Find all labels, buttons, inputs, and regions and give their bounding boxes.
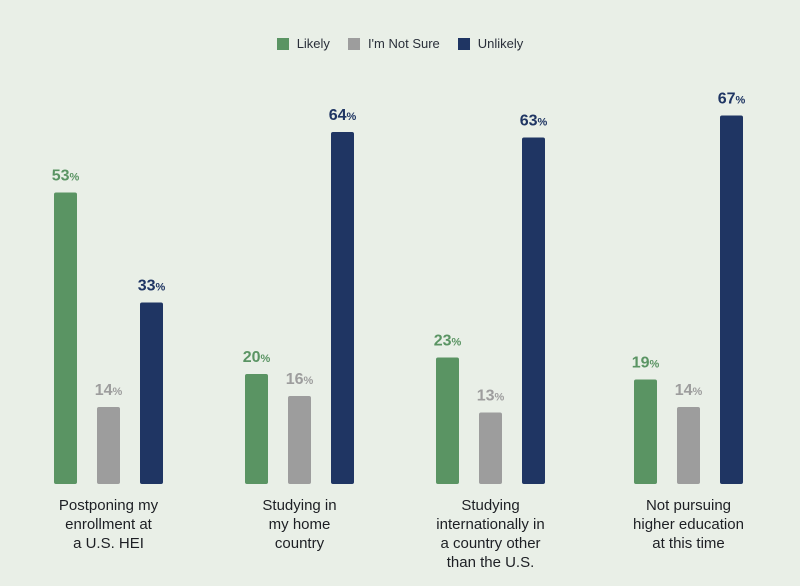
category-label-line: Postponing my bbox=[58, 497, 159, 514]
bar-unlikely-1 bbox=[140, 302, 163, 484]
legend-item-not-sure: I'm Not Sure bbox=[347, 36, 440, 51]
value-label-not-sure-4: 14% bbox=[675, 382, 703, 399]
value-label-unlikely-3: 63% bbox=[520, 113, 548, 130]
category-label-line: than the U.S. bbox=[446, 554, 535, 571]
bar-unlikely-4 bbox=[720, 115, 743, 484]
value-label-not-sure-1: 14% bbox=[95, 382, 123, 399]
value-label-unlikely-4: 67% bbox=[718, 91, 746, 108]
bar-not-sure-2 bbox=[288, 396, 311, 484]
legend-swatch-unlikely bbox=[457, 37, 470, 50]
value-label-unlikely-1: 33% bbox=[138, 278, 166, 295]
category-label-line: a country other bbox=[440, 535, 541, 552]
legend-item-unlikely: Unlikely bbox=[457, 36, 524, 51]
bar-likely-2 bbox=[245, 374, 268, 484]
bar-unlikely-3 bbox=[522, 137, 545, 484]
category-label-line: higher education bbox=[633, 516, 744, 533]
category-label-2: Studying in my home country bbox=[215, 496, 385, 553]
category-label-line: enrollment at bbox=[65, 516, 152, 533]
category-label-line: country bbox=[274, 535, 325, 552]
category-label-line: Not pursuing bbox=[645, 497, 732, 514]
legend-label-likely: Likely bbox=[296, 36, 330, 51]
value-label-likely-2: 20% bbox=[243, 349, 271, 366]
bar-likely-3 bbox=[436, 357, 459, 484]
category-label-line: Studying bbox=[461, 497, 520, 514]
legend-item-likely: Likely bbox=[276, 36, 330, 51]
bar-not-sure-4 bbox=[677, 407, 700, 484]
bar-likely-4 bbox=[634, 379, 657, 484]
category-label-line: my home bbox=[268, 516, 331, 533]
value-label-likely-1: 53% bbox=[52, 168, 80, 185]
category-label-line: Studying in bbox=[262, 497, 337, 514]
value-label-likely-3: 23% bbox=[434, 333, 462, 350]
category-label-4: Not pursuing higher education at this time bbox=[604, 496, 774, 553]
value-label-not-sure-2: 16% bbox=[286, 371, 314, 388]
legend: Likely I'm Not Sure Unlikely bbox=[0, 36, 800, 51]
category-label-3: Studying internationally in a country othe… bbox=[406, 496, 576, 572]
value-label-not-sure-3: 13% bbox=[477, 388, 505, 405]
bar-unlikely-2 bbox=[331, 132, 354, 484]
legend-label-unlikely: Unlikely bbox=[477, 36, 524, 51]
category-label-1: Postponing my enrollment at a U.S. HEI bbox=[24, 496, 194, 553]
bar-not-sure-3 bbox=[479, 412, 502, 484]
bar-not-sure-1 bbox=[97, 407, 120, 484]
category-label-line: at this time bbox=[652, 535, 725, 552]
legend-label-not-sure: I'm Not Sure bbox=[367, 36, 440, 51]
category-label-line: internationally in bbox=[436, 516, 545, 533]
category-label-line: a U.S. HEI bbox=[73, 535, 144, 552]
bar-likely-1 bbox=[54, 192, 77, 484]
value-label-unlikely-2: 64% bbox=[329, 107, 357, 124]
value-label-likely-4: 19% bbox=[632, 355, 660, 372]
legend-swatch-likely bbox=[276, 37, 289, 50]
legend-swatch-not-sure bbox=[347, 37, 360, 50]
